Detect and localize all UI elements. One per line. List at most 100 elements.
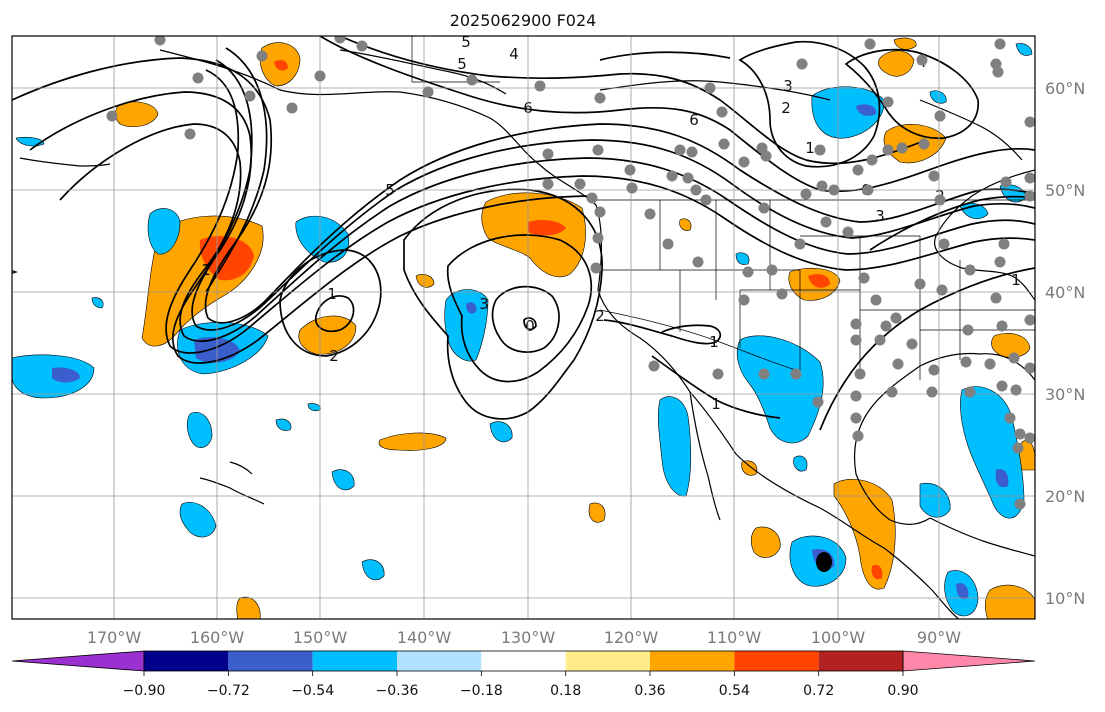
lon-tick-label: 100°W xyxy=(811,628,866,647)
colorbar-tick-label: 0.18 xyxy=(550,683,581,699)
station-dot xyxy=(850,390,862,402)
station-dot xyxy=(594,206,606,218)
lat-tick-label: 30°N xyxy=(1045,385,1085,404)
lon-tick-label: 110°W xyxy=(707,628,762,647)
station-dot xyxy=(704,82,716,94)
colorbar-segment xyxy=(734,651,819,671)
blue-blob xyxy=(361,559,385,581)
station-dot xyxy=(314,70,326,82)
red-blob xyxy=(871,564,883,580)
station-dot xyxy=(890,312,902,324)
contour-label: 1 xyxy=(1011,271,1021,289)
station-dot xyxy=(592,144,604,156)
colorbar-tick-label: −0.18 xyxy=(460,683,503,699)
station-dot xyxy=(356,40,368,52)
contour-label: 1 xyxy=(805,139,815,157)
station-dot xyxy=(996,380,1008,392)
station-dot xyxy=(592,232,604,244)
colorbar-segment xyxy=(228,651,313,671)
lat-tick-label: 60°N xyxy=(1045,79,1085,98)
station-dot xyxy=(690,184,702,196)
station-dot xyxy=(858,272,870,284)
station-dot xyxy=(790,368,802,380)
station-dot xyxy=(1008,352,1020,364)
blue-dark-blob xyxy=(466,302,477,314)
station-dot xyxy=(626,182,638,194)
station-dot xyxy=(1024,190,1035,202)
station-dot xyxy=(766,264,778,276)
lon-tick-label: 140°W xyxy=(397,628,452,647)
station-dot xyxy=(1024,116,1035,128)
contour-label: 1 xyxy=(201,261,211,279)
station-dot xyxy=(928,364,940,376)
tropical-cyclone-marker xyxy=(816,552,832,572)
blue-blob xyxy=(295,215,350,263)
station-dot xyxy=(880,320,892,332)
colorbar-tick-label: −0.72 xyxy=(207,683,250,699)
station-dot xyxy=(874,334,886,346)
station-dot xyxy=(960,356,972,368)
station-dot xyxy=(682,172,694,184)
orange-blob xyxy=(679,218,692,231)
blue-blob xyxy=(736,335,824,444)
red-blob xyxy=(274,60,288,71)
lon-tick-label: 90°W xyxy=(917,628,961,647)
station-dot xyxy=(738,156,750,168)
orange-blob xyxy=(741,460,758,476)
station-dot xyxy=(850,334,862,346)
station-dot xyxy=(466,74,478,86)
colorbar-max-arrow xyxy=(902,650,1036,672)
station-dot xyxy=(334,36,346,44)
station-dot xyxy=(1004,412,1016,424)
orange-blob xyxy=(236,596,261,619)
orange-blob xyxy=(298,315,357,355)
station-dot xyxy=(624,164,636,176)
contour-label: 3 xyxy=(479,295,489,313)
station-dot xyxy=(760,150,772,162)
station-dot xyxy=(666,170,678,182)
station-dot xyxy=(712,368,724,380)
colorbar-tick-label: 0.54 xyxy=(719,683,750,699)
station-dot xyxy=(852,164,864,176)
station-dot xyxy=(916,54,928,66)
orange-blob xyxy=(378,432,447,451)
station-dot xyxy=(776,288,788,300)
station-dot xyxy=(914,278,926,290)
colorbar-tick-label: −0.54 xyxy=(291,683,334,699)
orange-blob xyxy=(588,502,606,523)
station-dot xyxy=(866,154,878,166)
station-dots xyxy=(106,36,1035,510)
lon-tick-label: 150°W xyxy=(293,628,348,647)
station-dot xyxy=(662,238,674,250)
colorbar-segment xyxy=(312,651,397,671)
colorbar-min-arrow xyxy=(11,650,145,672)
station-dot xyxy=(996,320,1008,332)
contour-label: 6 xyxy=(689,111,699,129)
colorbar-segment xyxy=(144,651,229,671)
contour-label: 1 xyxy=(711,395,721,413)
station-dot xyxy=(586,192,598,204)
map-title: 2025062900 F024 xyxy=(450,11,597,30)
station-dot xyxy=(962,324,974,336)
station-dot xyxy=(1024,172,1035,184)
station-dot xyxy=(648,360,660,372)
station-dot xyxy=(718,138,730,150)
station-dot xyxy=(882,144,894,156)
station-dot xyxy=(106,110,118,122)
contour-label: 0 xyxy=(525,317,535,335)
station-dot xyxy=(692,256,704,268)
station-dot xyxy=(918,138,930,150)
blue-dark-blob xyxy=(856,104,877,116)
station-dot xyxy=(1014,428,1026,440)
blue-blob xyxy=(307,403,321,412)
contour-lines xyxy=(12,36,1035,431)
blue-blob xyxy=(999,184,1027,203)
station-dot xyxy=(674,144,686,156)
station-dot xyxy=(1010,384,1022,396)
station-dot xyxy=(842,226,854,238)
station-dot xyxy=(938,238,950,250)
station-dot xyxy=(964,386,976,398)
contour-label: 1 xyxy=(327,285,337,303)
colorbar-tick-label: −0.90 xyxy=(123,683,166,699)
station-dot xyxy=(686,146,698,158)
